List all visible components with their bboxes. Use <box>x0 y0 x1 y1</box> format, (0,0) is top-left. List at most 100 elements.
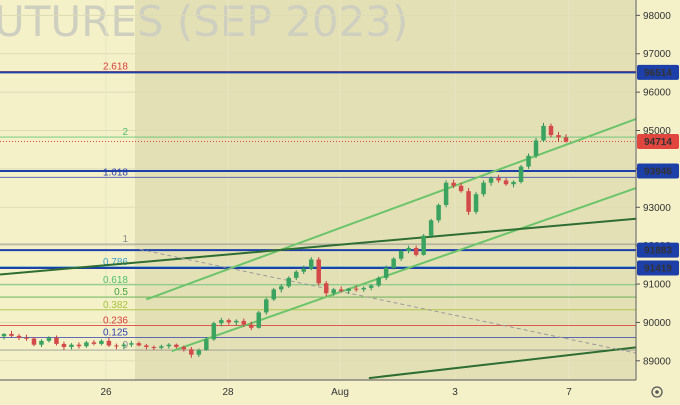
y-tick-label: 96000 <box>643 88 671 99</box>
candle-body <box>256 312 262 328</box>
y-tick-label: 97000 <box>643 49 671 60</box>
candle-body <box>488 178 494 183</box>
fib-label: 2.618 <box>103 61 128 72</box>
fib-label: 0.5 <box>114 287 128 298</box>
candle-body <box>323 283 329 294</box>
candle-body <box>526 155 531 167</box>
candle-body <box>496 178 501 181</box>
candle-body <box>511 181 516 185</box>
candle-body <box>31 338 37 345</box>
x-tick-label: 26 <box>100 387 112 398</box>
candle-body <box>76 344 82 347</box>
x-tick-label: 28 <box>222 387 234 398</box>
candles <box>1 122 569 358</box>
x-axis-ticks: 26 28 Aug 3 7 <box>100 387 572 398</box>
candle-body <box>548 125 554 136</box>
candle-body <box>99 340 104 344</box>
last-price-tag <box>637 133 679 149</box>
candle-body <box>308 259 314 269</box>
candle-body <box>563 137 569 142</box>
candle-body <box>556 135 561 138</box>
candle-body <box>189 349 194 355</box>
candle-body <box>293 271 299 278</box>
candle-body <box>466 191 471 212</box>
candle-body <box>316 259 321 284</box>
candle-body <box>106 340 112 346</box>
candle-body <box>286 277 291 287</box>
candle-body <box>234 320 239 323</box>
candle-body <box>54 337 59 344</box>
candle-body <box>204 339 209 351</box>
candle-body <box>398 251 404 259</box>
trendline <box>0 217 637 276</box>
candle-body <box>151 346 157 348</box>
candle-body <box>353 288 359 290</box>
grid <box>0 0 636 380</box>
y-tick-label: 95000 <box>643 126 671 137</box>
x-tick-label: 3 <box>452 387 458 398</box>
level-tag <box>637 260 679 276</box>
candle-body <box>129 343 134 345</box>
candle-body <box>271 289 277 300</box>
level-tag-label: 91419 <box>644 263 672 274</box>
candle-body <box>481 182 486 195</box>
fib-label: 0.125 <box>103 327 128 338</box>
candle-body <box>69 344 74 347</box>
level-tag-label: 96514 <box>644 68 672 79</box>
candle-body <box>166 344 172 347</box>
chart-watermark: UTURES (SEP 2023) <box>0 0 408 46</box>
candle-body <box>533 140 539 156</box>
candle-body <box>376 277 381 286</box>
candle-body <box>331 289 336 294</box>
level-tag <box>637 163 679 179</box>
y-tick-label: 90000 <box>643 318 671 329</box>
candle-body <box>383 267 389 278</box>
candle-body <box>46 337 52 341</box>
candle-body <box>61 343 67 347</box>
candle-body <box>24 337 29 339</box>
settings-button[interactable] <box>651 386 663 398</box>
candle-body <box>226 320 232 323</box>
candle-body <box>219 320 224 324</box>
candle-body <box>211 323 217 340</box>
candle-body <box>518 166 524 182</box>
candle-body <box>16 335 22 338</box>
fib-label: 1.618 <box>103 167 128 178</box>
candle-body <box>1 333 7 337</box>
level-tag-label: 93946 <box>644 166 672 177</box>
candle-body <box>114 345 119 347</box>
candle-body <box>473 194 479 212</box>
gear-icon[interactable] <box>651 386 663 398</box>
candle-body <box>196 350 202 355</box>
candle-body <box>249 324 254 328</box>
candle-body <box>39 340 44 345</box>
candle-body <box>346 288 351 291</box>
candle-body <box>361 287 366 290</box>
candle-body <box>91 342 97 344</box>
candle-body <box>264 299 269 313</box>
last-price-label: 94714 <box>644 137 672 148</box>
horizontal-levels <box>0 71 636 269</box>
x-tick-label: 7 <box>566 387 572 398</box>
fib-label: 0.786 <box>103 257 128 268</box>
fib-label: 0.618 <box>103 275 128 286</box>
x-tick-label: Aug <box>331 387 349 398</box>
y-tick-label: 93000 <box>643 203 671 214</box>
trendline <box>145 118 637 301</box>
candle-body <box>443 182 449 205</box>
trendlines <box>0 118 637 380</box>
candle-body <box>279 286 284 290</box>
fib-label: 0.236 <box>103 315 128 326</box>
candle-body <box>541 125 546 141</box>
candle-body <box>144 345 149 347</box>
candle-body <box>174 344 179 347</box>
candle-body <box>241 320 247 325</box>
candle-body <box>413 247 419 255</box>
fib-label: 0.382 <box>103 300 128 311</box>
candle-body <box>406 247 411 252</box>
level-tag-label: 91883 <box>644 246 672 257</box>
fib-label: 1 <box>122 234 128 245</box>
y-tick-label: 91000 <box>643 280 671 291</box>
